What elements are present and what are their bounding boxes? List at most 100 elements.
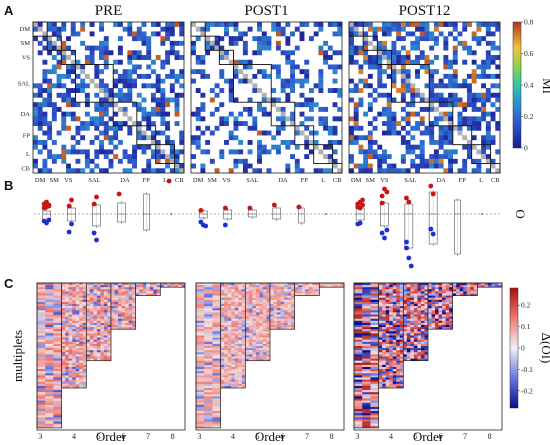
matrix-cell xyxy=(448,102,454,108)
matrix-cell xyxy=(471,106,477,112)
heatmap-cell xyxy=(396,335,401,338)
matrix-cell xyxy=(443,97,449,103)
heatmap-cell xyxy=(392,285,397,288)
matrix-cell xyxy=(228,168,234,174)
heatmap-cell xyxy=(417,283,422,286)
heatmap-cell xyxy=(65,314,69,317)
heatmap-cell xyxy=(204,283,213,286)
heatmap-cell xyxy=(227,312,232,315)
heatmap-cell xyxy=(287,318,292,321)
matrix-cell xyxy=(103,59,109,65)
heatmap-cell xyxy=(75,327,80,330)
matrix-cell xyxy=(70,59,76,65)
heatmap-cell xyxy=(204,301,213,305)
heatmap-cell xyxy=(385,320,390,324)
heatmap-cell xyxy=(96,291,101,294)
heatmap-cell xyxy=(262,352,267,355)
heatmap-cell xyxy=(291,320,295,324)
matrix-cell xyxy=(349,45,354,51)
matrix-cell xyxy=(61,26,67,32)
heatmap-cell xyxy=(61,312,66,315)
matrix-cell xyxy=(136,26,142,32)
heatmap-cell xyxy=(354,350,363,353)
heatmap-cell xyxy=(53,381,62,384)
heatmap-cell xyxy=(262,318,267,321)
heatmap-cell xyxy=(417,316,422,319)
heatmap-cell xyxy=(37,295,46,298)
heatmap-cell xyxy=(234,314,239,317)
heatmap-cell xyxy=(403,350,408,353)
heatmap-cell xyxy=(234,291,239,294)
heatmap-cell xyxy=(370,299,379,303)
heatmap-cell xyxy=(103,295,108,298)
matrix-cell xyxy=(429,36,435,42)
matrix-cell xyxy=(195,55,201,60)
heatmap-cell xyxy=(403,358,408,361)
heatmap-cell xyxy=(370,377,379,380)
heatmap-cell xyxy=(406,318,411,321)
matrix-cell xyxy=(438,97,444,103)
heatmap-cell xyxy=(89,337,94,340)
heatmap-cell xyxy=(452,283,457,286)
matrix-cell xyxy=(42,130,48,136)
heatmap-cell xyxy=(354,314,363,317)
matrix-cell xyxy=(165,139,171,145)
heatmap-cell xyxy=(262,295,267,298)
heatmap-cell xyxy=(89,329,94,332)
matrix-cell xyxy=(382,83,387,89)
heatmap-cell xyxy=(79,383,84,387)
heatmap-cell xyxy=(231,335,235,338)
heatmap-cell xyxy=(410,337,415,340)
heatmap-cell xyxy=(86,320,91,324)
matrix-cell xyxy=(481,102,487,108)
matrix-cell xyxy=(415,36,420,42)
heatmap-cell xyxy=(224,362,228,366)
matrix-cell xyxy=(191,45,196,51)
heatmap-cell xyxy=(417,325,422,328)
heatmap-cell xyxy=(204,369,213,372)
heatmap-cell xyxy=(280,312,285,315)
heatmap-cell xyxy=(238,327,243,330)
heatmap-cell xyxy=(399,320,404,324)
matrix-cell xyxy=(56,31,62,37)
matrix-cell xyxy=(299,83,305,89)
heatmap-cell xyxy=(494,285,499,288)
heatmap-cell xyxy=(378,316,383,319)
heatmap-cell xyxy=(370,381,379,384)
heatmap-cell xyxy=(378,301,383,305)
matrix-cell xyxy=(308,102,314,108)
matrix-cell xyxy=(37,88,43,93)
heatmap-cell xyxy=(196,379,205,382)
matrix-cell xyxy=(99,149,104,155)
matrix-cell xyxy=(353,116,359,122)
matrix-cell xyxy=(94,121,100,127)
matrix-cell xyxy=(438,92,444,98)
heatmap-cell xyxy=(224,285,228,288)
heatmap-cell xyxy=(417,329,422,332)
heatmap-cell xyxy=(212,398,221,401)
matrix-cell xyxy=(160,59,166,65)
heatmap-cell xyxy=(79,295,84,298)
heatmap-cell xyxy=(220,314,225,317)
matrix-cell xyxy=(419,36,425,42)
matrix-cell xyxy=(400,116,406,122)
heatmap-cell xyxy=(114,306,119,309)
heatmap-cell xyxy=(231,348,235,351)
matrix-cell xyxy=(238,31,244,37)
matrix-cell xyxy=(438,158,444,164)
heatmap-cell xyxy=(259,327,264,330)
matrix-cell xyxy=(349,22,354,27)
matrix-cell xyxy=(372,59,378,65)
matrix-cell xyxy=(160,102,166,108)
heatmap-cell xyxy=(37,308,46,311)
heatmap-cell xyxy=(420,318,425,321)
matrix-cell xyxy=(42,116,48,122)
heatmap-cell xyxy=(284,327,288,330)
heatmap-cell xyxy=(442,291,446,294)
heatmap-cell xyxy=(196,425,205,429)
matrix-cell xyxy=(136,50,142,56)
heatmap-cell xyxy=(262,333,267,336)
matrix-cell xyxy=(94,83,100,89)
matrix-cell xyxy=(363,55,369,60)
matrix-col-label: SM xyxy=(366,177,376,184)
